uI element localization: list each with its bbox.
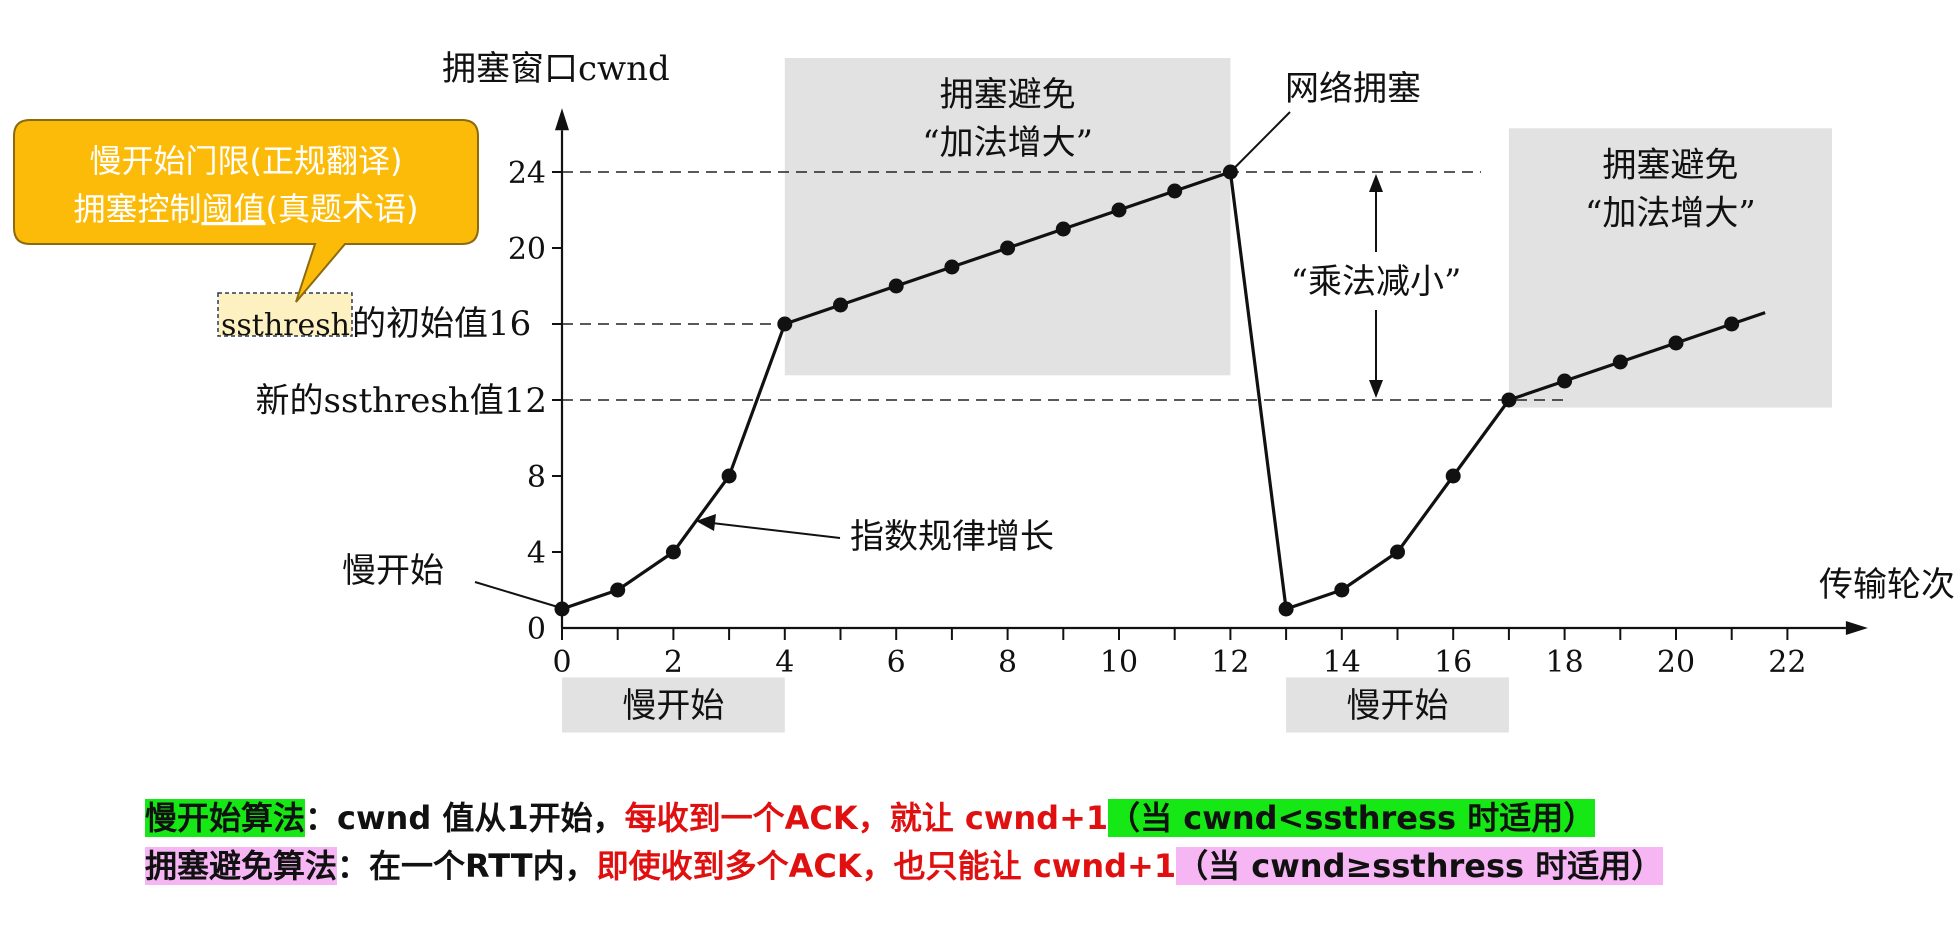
x-tick-label-10: 10 <box>1100 645 1138 680</box>
slow-start-condition: （当 cwnd<ssthress 时适用） <box>1108 799 1596 837</box>
callout-line2-suffix: (真题术语) <box>266 190 419 228</box>
point-2 <box>665 544 681 560</box>
shaded-region-0 <box>562 677 785 733</box>
x-tick-label-20: 20 <box>1657 645 1695 680</box>
x-tick-label-4: 4 <box>775 645 794 680</box>
congestion-pointer <box>1231 111 1291 171</box>
slow-start-rule: 每收到一个ACK，就让 cwnd+1 <box>624 799 1109 837</box>
y-tick-label-20: 20 <box>508 232 546 267</box>
congestion-avoidance-condition: （当 cwnd≥ssthress 时适用） <box>1176 847 1664 885</box>
y-tick-label-8: 8 <box>527 460 546 495</box>
x-tick-label-12: 12 <box>1211 645 1249 680</box>
data-series <box>554 164 1766 617</box>
exponential-annotation: 指数规律增长 <box>850 517 1054 557</box>
x-tick-label-16: 16 <box>1434 645 1472 680</box>
chart-labels: 拥塞窗口cwnd 传输轮次 ssthresh 的初始值16 新的ssthresh值12 慢… <box>217 49 1955 608</box>
point-21 <box>1724 316 1740 332</box>
point-0 <box>554 601 570 617</box>
region-label-1: 慢开始 <box>1347 686 1449 726</box>
y-axis-title: 拥塞窗口cwnd <box>442 49 670 89</box>
x-tick-label-0: 0 <box>552 645 571 680</box>
point-18 <box>1557 373 1573 389</box>
y-tick-label-24: 24 <box>508 156 546 191</box>
congestion-avoidance-desc: ：在一个RTT内， <box>337 847 597 885</box>
congestion-annotation: 网络拥塞 <box>1285 69 1421 109</box>
point-13 <box>1278 601 1294 617</box>
slow-start-pointer <box>474 581 559 608</box>
callout-line2: 拥塞控制阈值(真题术语) <box>73 190 418 228</box>
threshold-callout: 慢开始门限(正规翻译) 拥塞控制阈值(真题术语) <box>13 119 479 303</box>
exponential-pointer <box>711 522 841 539</box>
x-tick-label-6: 6 <box>887 645 906 680</box>
point-19 <box>1612 354 1628 370</box>
point-8 <box>1000 240 1016 256</box>
callout-line2-threshold: 阈值 <box>202 190 266 228</box>
congestion-avoidance-rule: 即使收到多个ACK，也只能让 cwnd+1 <box>596 847 1177 885</box>
slow-start-annotation: 慢开始 <box>342 551 444 591</box>
point-14 <box>1334 582 1350 598</box>
x-tick-label-2: 2 <box>664 645 683 680</box>
ssthresh-highlight <box>217 292 353 337</box>
slow-start-note: 慢开始算法：cwnd 值从1开始，每收到一个ACK，就让 cwnd+1（当 cw… <box>145 795 1663 843</box>
region-label-3-line2: “加法增大” <box>1585 193 1756 233</box>
region-label-2-line1: 拥塞避免 <box>940 75 1076 115</box>
y-axis-arrow <box>555 108 569 131</box>
multiplicative-decrease-label: “乘法减小” <box>1291 262 1462 302</box>
reference-lines <box>562 171 1565 401</box>
callout-line2-prefix: 拥塞控制 <box>73 190 201 228</box>
shaded-region-1 <box>1286 677 1509 733</box>
algorithm-notes: 慢开始算法：cwnd 值从1开始，每收到一个ACK，就让 cwnd+1（当 cw… <box>145 795 1664 891</box>
point-6 <box>888 278 904 294</box>
callout-line1: 慢开始门限(正规翻译) <box>90 142 403 180</box>
point-3 <box>721 468 737 484</box>
x-tick-label-18: 18 <box>1546 645 1584 680</box>
shaded-region-3 <box>1508 128 1832 408</box>
exponential-arrowhead <box>696 514 716 531</box>
point-9 <box>1055 221 1071 237</box>
x-tick-label-8: 8 <box>998 645 1017 680</box>
slow-start-term: 慢开始算法 <box>145 799 306 837</box>
point-16 <box>1445 468 1461 484</box>
y-tick-label-0: 0 <box>527 612 546 647</box>
decrease-arrowhead-top <box>1369 174 1383 192</box>
ssthresh-word: ssthresh <box>221 308 350 343</box>
x-tick-label-22: 22 <box>1768 645 1806 680</box>
ssthresh-initial-label: 的初始值16 <box>352 304 531 344</box>
shaded-region-2 <box>784 58 1231 376</box>
congestion-avoidance-note: 拥塞避免算法：在一个RTT内，即使收到多个ACK，也只能让 cwnd+1（当 c… <box>145 843 1664 891</box>
x-axis-arrow <box>1845 621 1868 635</box>
point-17 <box>1501 392 1517 408</box>
point-10 <box>1111 202 1127 218</box>
congestion-avoidance-term: 拥塞避免算法 <box>145 847 338 885</box>
point-1 <box>610 582 626 598</box>
new-ssthresh-label: 新的ssthresh值12 <box>256 381 547 421</box>
point-11 <box>1167 183 1183 199</box>
decrease-arrowhead-bottom <box>1369 380 1383 398</box>
point-15 <box>1390 544 1405 560</box>
slow-start-desc: ：cwnd 值从1开始， <box>305 799 625 837</box>
region-label-3-line1: 拥塞避免 <box>1602 145 1738 185</box>
x-tick-label-14: 14 <box>1323 645 1361 680</box>
point-4 <box>777 316 793 332</box>
region-label-0: 慢开始 <box>622 686 724 726</box>
point-20 <box>1668 335 1684 351</box>
region-label-2-line2: “加法增大” <box>922 123 1093 163</box>
shaded-regions: 慢开始 慢开始 拥塞避免 “加法增大” 拥塞避免 “加法增大” <box>562 58 1832 733</box>
callout-bubble <box>13 119 479 303</box>
point-7 <box>944 259 960 275</box>
x-axis-title: 传输轮次 <box>1819 565 1955 605</box>
point-5 <box>833 297 848 313</box>
y-tick-label-4: 4 <box>527 536 546 571</box>
